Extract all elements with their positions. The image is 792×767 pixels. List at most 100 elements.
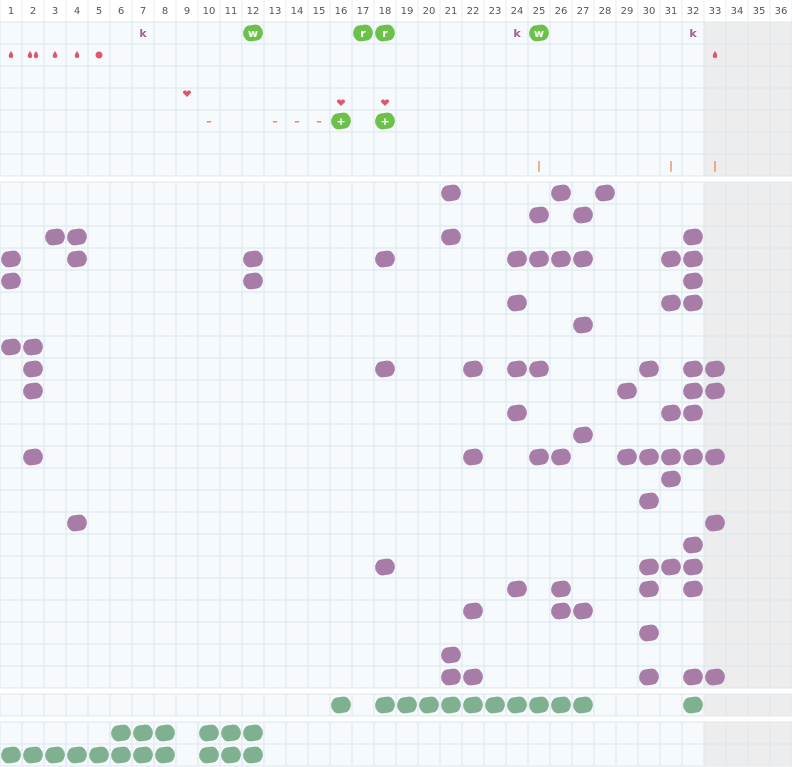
green-badge <box>374 24 396 42</box>
purple-blob <box>594 184 616 202</box>
purple-blob <box>242 272 264 290</box>
purple-blob <box>506 360 528 378</box>
green-blob-shape <box>440 699 462 711</box>
purple-blob-shape <box>682 583 704 595</box>
column-label: 15 <box>313 6 326 17</box>
green-blob-shape <box>572 699 594 711</box>
purple-blob <box>704 668 726 686</box>
purple-blob <box>66 514 88 532</box>
purple-blob <box>572 602 594 620</box>
purple-blob-shape <box>660 297 682 309</box>
green-blob <box>506 696 528 714</box>
purple-blob-shape <box>528 209 550 221</box>
green-blob-shape <box>154 727 176 739</box>
column-label: 14 <box>291 6 304 17</box>
purple-blob-shape <box>44 231 66 243</box>
marker: r <box>382 27 388 40</box>
purple-blob-shape <box>22 451 44 463</box>
purple-blob <box>660 250 682 268</box>
purple-blob-shape <box>550 253 572 265</box>
purple-blob <box>704 514 726 532</box>
purple-blob-shape <box>506 583 528 595</box>
purple-blob <box>22 360 44 378</box>
drop-icon <box>74 51 80 58</box>
purple-blob <box>550 602 572 620</box>
green-blob-shape <box>330 699 352 711</box>
purple-blob-shape <box>682 297 704 309</box>
green-blob-shape <box>132 749 154 761</box>
purple-blob <box>682 382 704 400</box>
purple-blob <box>660 404 682 422</box>
green-badge <box>330 112 352 130</box>
green-blob <box>132 724 154 742</box>
green-blob-shape <box>22 749 44 761</box>
purple-blob <box>682 448 704 466</box>
purple-blob <box>440 646 462 664</box>
green-badge <box>242 24 264 42</box>
purple-blob <box>66 250 88 268</box>
purple-blob-shape <box>528 363 550 375</box>
purple-blob-shape <box>440 187 462 199</box>
green-blob-shape <box>396 699 418 711</box>
green-badge <box>352 24 374 42</box>
purple-blob <box>462 602 484 620</box>
purple-blob-shape <box>572 209 594 221</box>
purple-blob <box>440 228 462 246</box>
green-badge <box>528 24 550 42</box>
green-blob <box>154 724 176 742</box>
marker: r <box>360 27 366 40</box>
column-label: 20 <box>423 6 436 17</box>
purple-blob <box>616 382 638 400</box>
green-badge <box>374 112 396 130</box>
purple-blob <box>682 250 704 268</box>
purple-blob <box>572 250 594 268</box>
purple-blob-shape <box>638 363 660 375</box>
column-label: 26 <box>555 6 568 17</box>
green-blob-shape <box>220 749 242 761</box>
purple-blob-shape <box>704 451 726 463</box>
green-blob <box>462 696 484 714</box>
column-label: 33 <box>709 6 722 17</box>
purple-blob-shape <box>682 671 704 683</box>
green-blob-shape <box>374 699 396 711</box>
purple-blob <box>528 250 550 268</box>
column-label: 8 <box>162 6 168 17</box>
purple-blob <box>506 294 528 312</box>
green-blob <box>418 696 440 714</box>
green-blob <box>484 696 506 714</box>
column-label: 12 <box>247 6 260 17</box>
green-blob-shape <box>506 699 528 711</box>
green-badge-shape <box>352 27 374 39</box>
purple-blob <box>682 668 704 686</box>
drop-icon <box>33 51 39 58</box>
purple-blob-shape <box>66 231 88 243</box>
purple-blob <box>638 558 660 576</box>
green-blob-shape <box>220 727 242 739</box>
purple-blob-shape <box>528 451 550 463</box>
marker: | <box>537 159 541 172</box>
purple-blob <box>506 404 528 422</box>
purple-blob-shape <box>660 473 682 485</box>
green-blob <box>330 696 352 714</box>
purple-blob <box>660 294 682 312</box>
purple-blob-shape <box>440 649 462 661</box>
column-label: 29 <box>621 6 634 17</box>
purple-blob <box>572 426 594 444</box>
purple-blob <box>22 448 44 466</box>
green-blob-shape <box>484 699 506 711</box>
marker: w <box>534 27 544 40</box>
purple-blob <box>374 558 396 576</box>
purple-blob <box>704 382 726 400</box>
purple-blob-shape <box>638 495 660 507</box>
purple-blob <box>528 206 550 224</box>
purple-blob-shape <box>506 407 528 419</box>
column-label: 17 <box>357 6 370 17</box>
green-blob <box>88 746 110 764</box>
marker: + <box>336 115 345 128</box>
column-label: 6 <box>118 6 124 17</box>
purple-blob <box>638 624 660 642</box>
purple-blob-shape <box>616 385 638 397</box>
green-blob-shape <box>198 727 220 739</box>
purple-blob <box>638 580 660 598</box>
purple-blob-shape <box>462 451 484 463</box>
